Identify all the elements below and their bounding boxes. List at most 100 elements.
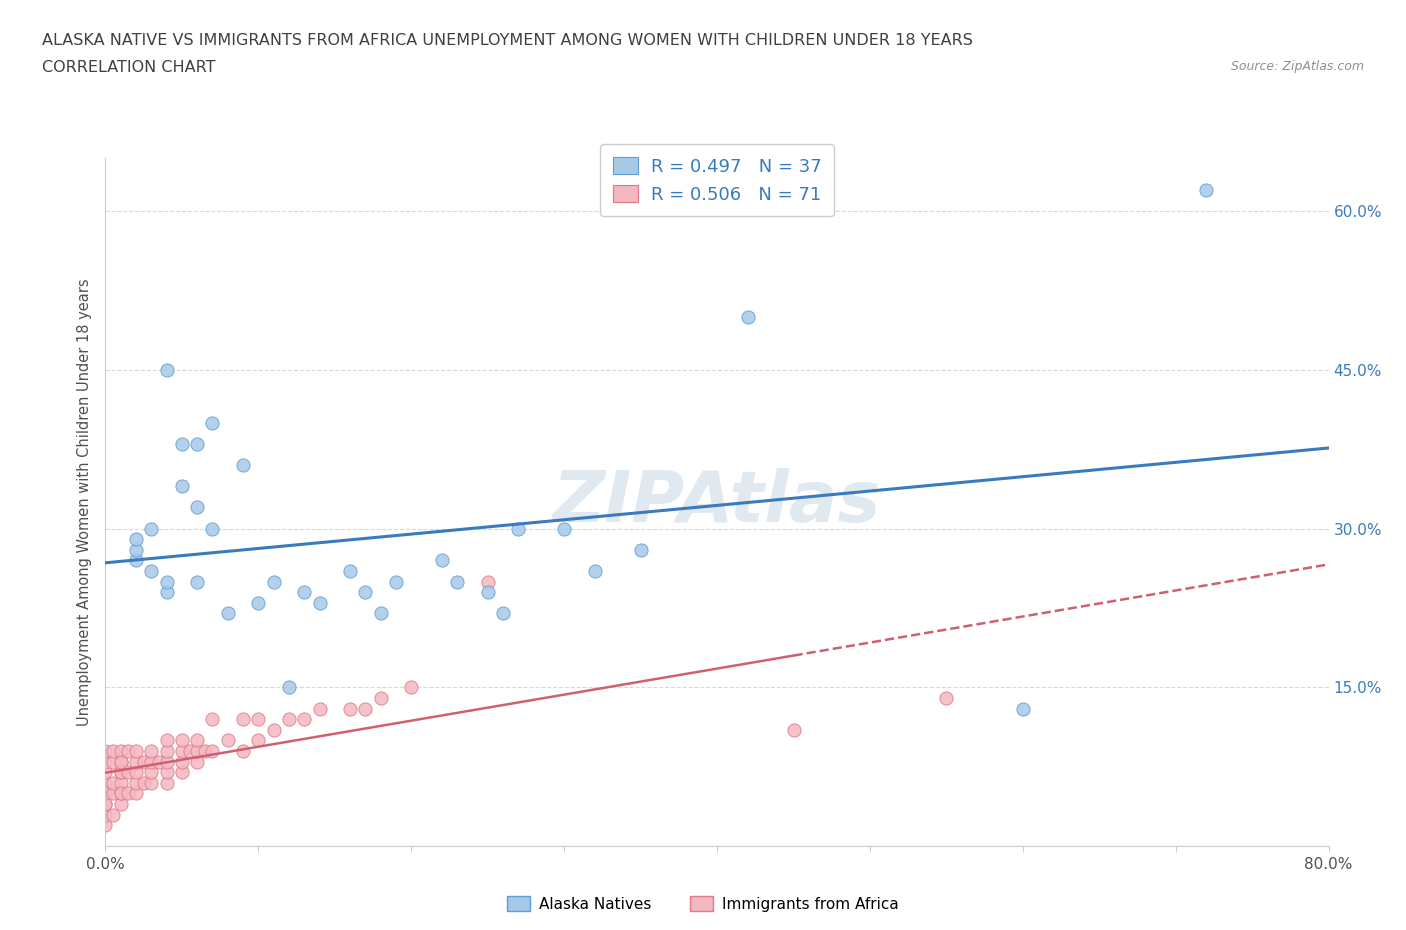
Point [194, 744, 217, 759]
Point [186, 436, 208, 451]
Point [401, 680, 423, 695]
Point [247, 595, 270, 610]
Point [170, 744, 193, 759]
Point [935, 691, 957, 706]
Point [186, 754, 208, 769]
Point [186, 574, 208, 589]
Point [155, 585, 177, 600]
Point [110, 764, 132, 779]
Point [583, 564, 606, 578]
Point [170, 764, 193, 779]
Point [477, 574, 499, 589]
Point [247, 733, 270, 748]
Point [508, 521, 530, 536]
Point [94, 817, 117, 832]
Point [155, 744, 177, 759]
Point [110, 764, 132, 779]
Point [110, 744, 132, 759]
Point [141, 521, 163, 536]
Legend: Alaska Natives, Immigrants from Africa: Alaska Natives, Immigrants from Africa [501, 890, 905, 918]
Point [132, 754, 155, 769]
Point [94, 796, 117, 811]
Point [155, 363, 177, 378]
Point [125, 744, 148, 759]
Y-axis label: Unemployment Among Women with Children Under 18 years: Unemployment Among Women with Children U… [77, 278, 93, 726]
Point [232, 711, 254, 726]
Point [155, 754, 177, 769]
Point [125, 786, 148, 801]
Point [110, 786, 132, 801]
Point [141, 564, 163, 578]
Legend: R = 0.497   N = 37, R = 0.506   N = 71: R = 0.497 N = 37, R = 0.506 N = 71 [600, 144, 834, 217]
Point [782, 723, 804, 737]
Point [125, 754, 148, 769]
Point [132, 776, 155, 790]
Point [308, 701, 330, 716]
Point [101, 807, 124, 822]
Point [201, 711, 224, 726]
Point [148, 754, 170, 769]
Point [292, 585, 315, 600]
Point [94, 786, 117, 801]
Point [477, 585, 499, 600]
Point [155, 574, 177, 589]
Point [110, 754, 132, 769]
Point [101, 754, 124, 769]
Point [446, 574, 468, 589]
Point [385, 574, 408, 589]
Point [101, 744, 124, 759]
Point [94, 754, 117, 769]
Point [278, 711, 301, 726]
Point [354, 585, 377, 600]
Point [1011, 701, 1033, 716]
Point [94, 807, 117, 822]
Point [308, 595, 330, 610]
Point [186, 500, 208, 515]
Point [101, 786, 124, 801]
Point [94, 776, 117, 790]
Point [492, 606, 515, 621]
Point [125, 764, 148, 779]
Point [186, 733, 208, 748]
Point [370, 691, 392, 706]
Point [117, 744, 139, 759]
Text: ALASKA NATIVE VS IMMIGRANTS FROM AFRICA UNEMPLOYMENT AMONG WOMEN WITH CHILDREN U: ALASKA NATIVE VS IMMIGRANTS FROM AFRICA … [42, 33, 973, 47]
Point [339, 564, 361, 578]
Point [217, 733, 239, 748]
Point [170, 479, 193, 494]
Point [553, 521, 575, 536]
Text: CORRELATION CHART: CORRELATION CHART [42, 60, 215, 75]
Point [430, 553, 453, 568]
Point [630, 542, 652, 557]
Point [110, 776, 132, 790]
Point [186, 744, 208, 759]
Point [170, 436, 193, 451]
Point [247, 711, 270, 726]
Point [170, 754, 193, 769]
Point [339, 701, 361, 716]
Point [141, 764, 163, 779]
Point [110, 796, 132, 811]
Point [170, 733, 193, 748]
Point [155, 764, 177, 779]
Point [117, 786, 139, 801]
Point [263, 574, 285, 589]
Point [141, 754, 163, 769]
Point [201, 744, 224, 759]
Point [141, 744, 163, 759]
Point [155, 776, 177, 790]
Point [201, 416, 224, 431]
Point [263, 723, 285, 737]
Point [141, 776, 163, 790]
Point [354, 701, 377, 716]
Point [117, 764, 139, 779]
Point [179, 744, 201, 759]
Point [101, 776, 124, 790]
Point [125, 542, 148, 557]
Point [1195, 182, 1218, 197]
Point [217, 606, 239, 621]
Text: ZIPAtlas: ZIPAtlas [553, 468, 882, 537]
Point [125, 776, 148, 790]
Text: Source: ZipAtlas.com: Source: ZipAtlas.com [1230, 60, 1364, 73]
Point [232, 458, 254, 472]
